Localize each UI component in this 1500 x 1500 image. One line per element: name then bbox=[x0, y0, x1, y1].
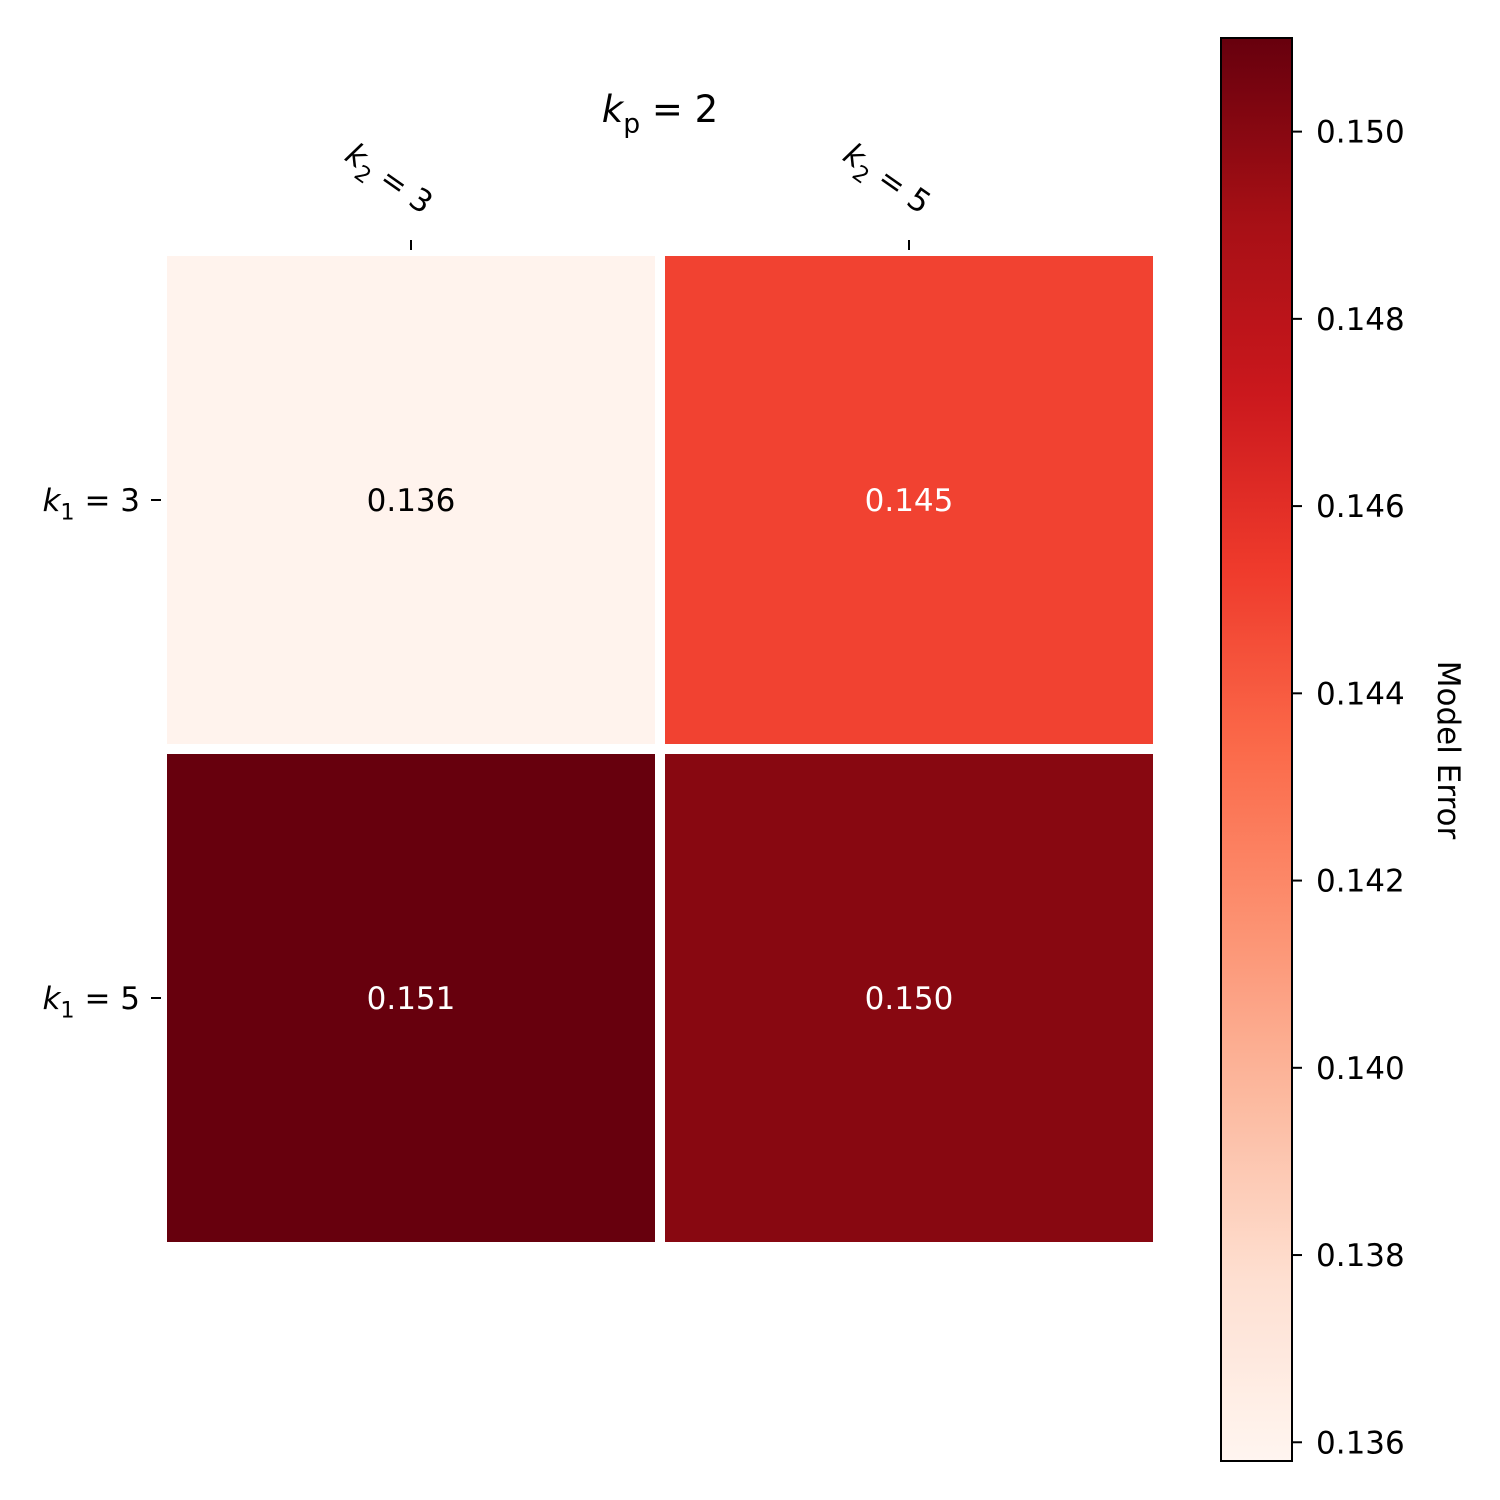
colorbar-tick-label-1: 0.138 bbox=[1316, 1238, 1405, 1274]
chart-title: kp = 2 bbox=[602, 88, 718, 139]
x-tick-label-group-1: k2 = 5 bbox=[833, 136, 937, 227]
chart-title-sub: p bbox=[623, 108, 640, 139]
chart-title-rest: = 2 bbox=[640, 88, 718, 131]
heatmap-cell-r0-c1 bbox=[665, 256, 1153, 744]
x-tick-label-0-rest: = 3 bbox=[365, 155, 439, 222]
colorbar-tick-label-4: 0.144 bbox=[1316, 676, 1405, 712]
colorbar-tick-label-0: 0.136 bbox=[1316, 1425, 1405, 1461]
y-tick-label-0-sub: 1 bbox=[60, 500, 74, 526]
y-tick-label-1-sub: 1 bbox=[60, 998, 74, 1024]
cell-value-label-r0-c0: 0.136 bbox=[367, 483, 456, 519]
cell-value-label-r0-c1: 0.145 bbox=[865, 483, 954, 519]
colorbar-tick-label-3: 0.142 bbox=[1316, 864, 1405, 900]
heatmap-cell-r0-c0 bbox=[167, 256, 655, 744]
colorbar-tick-label-5: 0.146 bbox=[1316, 489, 1405, 525]
x-tick-label-0: k2 = 3 bbox=[335, 136, 439, 227]
x-tick-label-1-rest: = 5 bbox=[863, 155, 937, 222]
colorbar-frame bbox=[1220, 37, 1293, 1462]
colorbar-gradient bbox=[1221, 38, 1292, 1461]
cell-value-label-r1-c0: 0.151 bbox=[367, 981, 456, 1017]
x-tick-label-1: k2 = 5 bbox=[833, 136, 937, 227]
chart-title-var: k bbox=[602, 88, 625, 131]
heatmap-cell-r1-c0 bbox=[167, 754, 655, 1242]
x-tick-label-group-0: k2 = 3 bbox=[335, 136, 439, 227]
colorbar-label: Model Error bbox=[1430, 661, 1466, 840]
y-tick-label-0-rest: = 3 bbox=[75, 483, 140, 519]
y-tick-label-0: k1 = 3 bbox=[42, 483, 140, 526]
y-tick-label-1-rest: = 5 bbox=[75, 981, 140, 1017]
colorbar-tick-label-7: 0.150 bbox=[1316, 115, 1405, 151]
colorbar-tick-label-2: 0.140 bbox=[1316, 1051, 1405, 1087]
heatmap-cell-r1-c1 bbox=[665, 754, 1153, 1242]
y-tick-label-1: k1 = 5 bbox=[42, 981, 140, 1024]
y-tick-label-0-var: k bbox=[42, 483, 61, 519]
colorbar-tick-label-6: 0.148 bbox=[1316, 302, 1405, 338]
y-tick-label-1-var: k bbox=[42, 981, 61, 1017]
cell-value-label-r1-c1: 0.150 bbox=[865, 981, 954, 1017]
